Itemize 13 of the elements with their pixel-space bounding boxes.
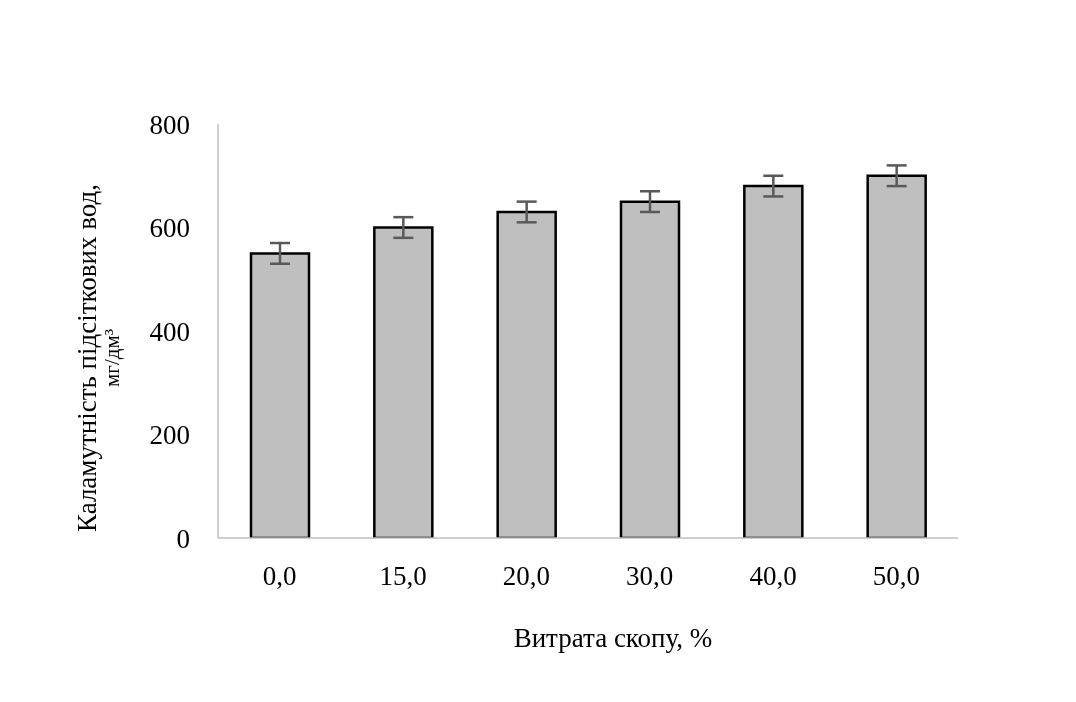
x-tick-label: 30,0 [626, 561, 674, 592]
y-tick-label: 400 [149, 316, 190, 347]
y-tick-label: 800 [149, 109, 190, 140]
y-axis-title: Каламутність підсіткових вод, мг/дм³ [71, 184, 125, 532]
x-tick-label: 20,0 [502, 561, 550, 592]
x-tick-label: 40,0 [749, 561, 797, 592]
y-tick-label: 0 [176, 523, 190, 554]
x-tick-label: 50,0 [872, 561, 920, 592]
x-tick-label: 15,0 [379, 561, 427, 592]
x-axis-title: Витрата скопу, % [513, 623, 713, 654]
y-tick-label: 200 [149, 420, 190, 451]
y-tick-label: 600 [149, 213, 190, 244]
x-tick-label: 0,0 [262, 561, 297, 592]
